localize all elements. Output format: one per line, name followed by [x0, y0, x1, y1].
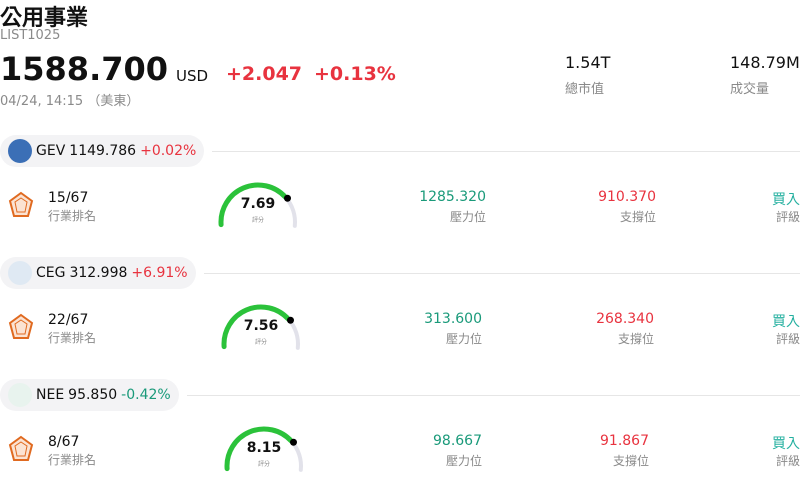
market-cap-label: 總市值: [565, 82, 605, 97]
rank-icon: [8, 191, 34, 217]
time: 04/24, 14:15 （美東）: [0, 94, 140, 109]
rating-label: 評級: [775, 332, 800, 346]
stock-logo: [8, 139, 32, 163]
title: 公用事業: [0, 6, 89, 31]
rank-label: 行業排名: [48, 331, 97, 345]
ticker: GEV: [36, 143, 66, 159]
stock-price: 312.998: [69, 265, 128, 281]
score-label: 評分: [251, 217, 264, 224]
stock-logo: [8, 383, 32, 407]
divider: [204, 273, 800, 274]
rating: 買入: [772, 314, 800, 330]
stock-pill[interactable]: NEE 95.850 -0.42%: [0, 379, 179, 411]
resistance-label: 壓力位: [445, 332, 482, 346]
stock-change: +0.02%: [140, 143, 197, 159]
volume-label: 成交量: [730, 82, 770, 97]
score: 7.56: [243, 318, 279, 334]
rank: 15/67: [48, 190, 89, 206]
support: 910.370: [598, 189, 656, 205]
stock-price: 95.850: [68, 387, 118, 403]
rating-label: 評級: [775, 454, 800, 468]
score: 8.15: [246, 440, 282, 456]
ticker: NEE: [36, 387, 65, 403]
volume: 148.79M: [730, 53, 800, 72]
change-pct: +0.13%: [314, 63, 396, 85]
support: 268.340: [596, 311, 654, 327]
score-gauge: [221, 304, 300, 350]
support-label: 支撐位: [612, 454, 649, 468]
rank-label: 行業排名: [48, 209, 97, 223]
stock-change: +6.91%: [131, 265, 188, 281]
rating: 買入: [772, 192, 800, 208]
rank-icon: [8, 313, 34, 339]
resistance: 98.667: [433, 433, 482, 449]
stock-price: 1149.786: [69, 143, 137, 159]
ticker: CEG: [36, 265, 66, 281]
rank-label: 行業排名: [48, 453, 97, 467]
stock-pill[interactable]: GEV 1149.786 +0.02%: [0, 135, 205, 167]
score-gauge: [224, 426, 303, 472]
score-label: 評分: [254, 339, 267, 346]
divider: [187, 395, 800, 396]
rating-label: 評級: [775, 210, 800, 224]
code: LIST1025: [0, 28, 61, 43]
resistance-label: 壓力位: [445, 454, 482, 468]
resistance: 1285.320: [419, 189, 486, 205]
score-label: 評分: [257, 461, 270, 468]
rank: 22/67: [48, 312, 89, 328]
score: 7.69: [240, 196, 276, 212]
support: 91.867: [600, 433, 649, 449]
support-label: 支撐位: [617, 332, 654, 346]
rank-icon: [8, 435, 34, 461]
stock-logo: [8, 261, 32, 285]
rating: 買入: [772, 436, 800, 452]
resistance: 313.600: [424, 311, 482, 327]
currency: USD: [176, 67, 209, 85]
stock-change: -0.42%: [121, 387, 171, 403]
support-label: 支撐位: [619, 210, 656, 224]
divider: [212, 151, 800, 152]
market-cap: 1.54T: [565, 53, 611, 72]
price: 1588.700: [0, 50, 169, 88]
resistance-label: 壓力位: [449, 210, 486, 224]
change: +2.047: [226, 63, 303, 85]
stock-pill[interactable]: CEG 312.998 +6.91%: [0, 257, 196, 289]
score-gauge: [218, 182, 297, 228]
rank: 8/67: [48, 434, 80, 450]
